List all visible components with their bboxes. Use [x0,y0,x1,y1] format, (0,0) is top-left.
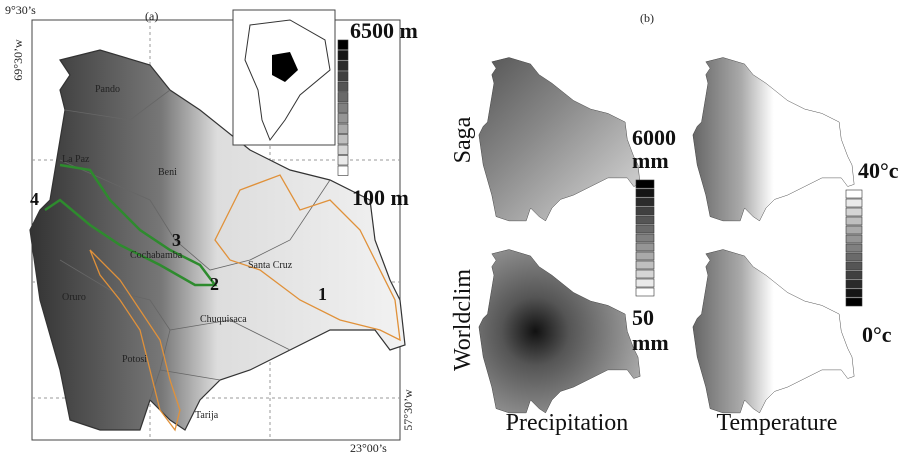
row-label: Worldclim [450,269,476,371]
legend-swatch [635,215,655,225]
legend-swatch [845,252,863,262]
legend-swatch [845,243,863,253]
department-label: Chuquisaca [200,314,247,325]
legend-swatch [635,287,655,297]
contour-green [44,163,218,287]
coord-label: 57°30’w [401,389,415,431]
site-label: 3 [172,230,181,250]
legend-swatch [635,224,655,234]
site-label: 1 [318,284,327,304]
contour-orange [89,174,401,432]
legend-swatch [635,188,655,198]
department-label: Potosi [122,354,147,365]
site-label: 2 [210,274,219,294]
legend-max: 40°c [858,158,899,183]
legend-swatch [635,179,655,189]
panel-label: (b) [640,11,654,25]
legend-swatch [845,198,863,208]
legend-swatch [337,81,349,92]
coord-label: 69°30’w [11,39,25,81]
legend-swatch [635,242,655,252]
bolivia-map [29,49,406,431]
department-borders [59,89,331,401]
row-label: Saga [450,116,476,163]
legend-swatch [337,113,349,124]
legend-swatch [845,297,863,307]
legend-swatch [635,197,655,207]
legend-swatch [845,270,863,280]
legend-swatch [845,216,863,226]
legend-max-unit: mm [632,148,669,173]
legend-swatch [337,134,349,145]
coord-label: 9°30’s [5,3,36,17]
legend-swatch [635,251,655,261]
department-label: Pando [95,84,120,95]
legend-min: 0°c [862,322,892,347]
inset-continent [244,19,331,142]
legend-swatch [337,50,349,61]
legend-swatch [845,207,863,217]
map-worldclim-precip [478,249,641,414]
legend-min: 50 [632,305,654,330]
legend-swatch [635,206,655,216]
legend-swatch [337,71,349,82]
legend-swatch [635,278,655,288]
department-label: Santa Cruz [248,260,293,271]
map-saga-precip [478,57,641,222]
legend-swatch [337,165,349,176]
legend-swatch [635,269,655,279]
map-saga-temp [692,57,855,222]
department-label: Beni [158,167,177,178]
legend-swatch [845,261,863,271]
column-label: Precipitation [506,410,629,436]
legend-swatch [635,233,655,243]
legend-swatch [337,92,349,103]
legend-max: 6500 m [350,18,418,43]
panel-label: (a) [145,9,158,23]
coord-label: 23°00’s [350,441,387,454]
legend-swatch [845,288,863,298]
legend-swatch [337,39,349,50]
column-label: Temperature [717,410,838,436]
department-label: Tarija [195,410,219,421]
site-label: 4 [30,189,39,209]
department-label: Cochabamba [130,250,183,261]
legend-swatch [845,189,863,199]
department-label: La Paz [62,154,90,165]
inset-bolivia [272,52,298,82]
legend-swatch [337,144,349,155]
legend-swatch [337,102,349,113]
department-label: Oruro [62,292,86,303]
legend-max: 6000 [632,125,676,150]
legend-swatch [337,60,349,71]
map-worldclim-temp [692,249,855,414]
legend-swatch [845,279,863,289]
legend-swatch [337,155,349,166]
legend-swatch [635,260,655,270]
legend-swatch [845,234,863,244]
legend-swatch [337,123,349,134]
legend-min-unit: mm [632,330,669,355]
legend-swatch [845,225,863,235]
legend-min: 100 m [352,185,409,210]
